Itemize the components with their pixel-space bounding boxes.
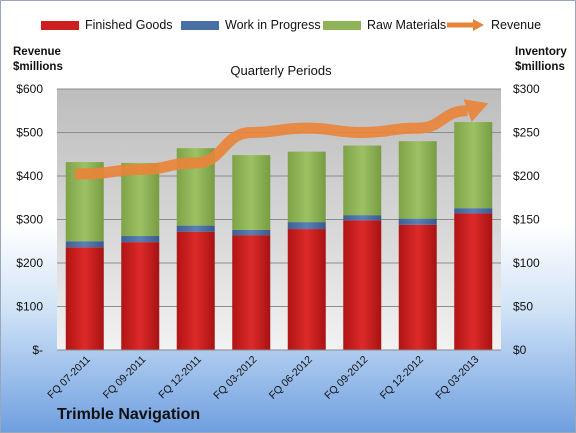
legend-raw-materials: Raw Materials xyxy=(323,15,446,35)
bar-work-in-progress xyxy=(176,225,215,232)
right-axis-title: Inventory $millions xyxy=(515,45,567,75)
bar-work-in-progress xyxy=(287,222,326,230)
left-tick-label: $- xyxy=(32,343,43,357)
category-label: FQ 07-2011 xyxy=(45,354,93,402)
plot-title: Quarterly Periods xyxy=(230,63,332,78)
revenue-arrowhead xyxy=(463,99,489,122)
legend-swatch-work-in-progress xyxy=(181,20,219,30)
legend-label-raw-materials: Raw Materials xyxy=(367,18,447,32)
bar-raw-materials xyxy=(398,141,437,219)
right-axis-title-line1: Inventory xyxy=(515,46,567,58)
left-axis-ticks: $- $100 $200 $300 $400 $500 $600 xyxy=(16,82,43,357)
bar-finished-goods xyxy=(398,224,437,350)
bar-finished-goods xyxy=(65,247,104,350)
legend-work-in-progress: Work in Progress xyxy=(181,15,321,35)
legend-finished-goods: Finished Goods xyxy=(41,15,173,35)
category-label: FQ 09-2012 xyxy=(322,354,370,402)
left-tick-label: $400 xyxy=(16,169,43,183)
category-label: FQ 03-2013 xyxy=(433,354,481,402)
left-tick-label: $600 xyxy=(16,82,43,96)
category-labels: FQ 07-2011 FQ 09-2011 FQ 12-2011 FQ 03-2012… xyxy=(45,354,481,402)
legend-revenue: Revenue xyxy=(445,15,541,35)
legend-swatch-finished-goods xyxy=(41,20,79,30)
right-tick-label: $50 xyxy=(513,300,533,314)
category-label: FQ 06-2012 xyxy=(267,354,315,402)
left-tick-label: $500 xyxy=(16,126,43,140)
revenue-line xyxy=(74,105,468,180)
left-axis-title-line2: $millions xyxy=(13,61,63,73)
left-axis-title: Revenue $millions xyxy=(13,45,63,75)
right-tick-label: $250 xyxy=(513,126,540,140)
company-name: Trimble Navigation xyxy=(57,406,201,423)
right-tick-label: $300 xyxy=(513,82,540,96)
left-tick-label: $300 xyxy=(16,213,43,227)
bar-finished-goods xyxy=(454,213,493,350)
category-label: FQ 09-2011 xyxy=(101,354,149,402)
bar-work-in-progress xyxy=(232,229,271,236)
category-label: FQ 03-2012 xyxy=(211,354,259,402)
left-axis-title-line1: Revenue xyxy=(13,46,61,58)
right-axis-title-line2: $millions xyxy=(515,61,565,73)
left-tick-label: $200 xyxy=(16,256,43,270)
bar-raw-materials xyxy=(343,145,382,216)
legend-swatch-raw-materials xyxy=(323,20,361,30)
bar-work-in-progress xyxy=(343,215,382,221)
bar-work-in-progress xyxy=(398,218,437,225)
bar-raw-materials xyxy=(232,155,271,230)
bar-finished-goods xyxy=(176,231,215,350)
bar-work-in-progress xyxy=(121,236,160,243)
right-tick-label: $100 xyxy=(513,256,540,270)
bars xyxy=(65,122,493,350)
left-tick-label: $100 xyxy=(16,300,43,314)
revenue-series xyxy=(74,99,489,180)
bar-finished-goods xyxy=(343,220,382,350)
category-label: FQ 12-2011 xyxy=(156,354,204,402)
category-label: FQ 12-2012 xyxy=(378,354,426,402)
bar-work-in-progress xyxy=(65,241,104,248)
bar-finished-goods xyxy=(287,229,326,350)
right-tick-label: $0 xyxy=(513,343,527,357)
bar-finished-goods xyxy=(232,235,271,350)
right-tick-label: $200 xyxy=(513,169,540,183)
bar-finished-goods xyxy=(121,242,160,350)
legend-label-work-in-progress: Work in Progress xyxy=(225,18,321,32)
bar-raw-materials xyxy=(287,151,326,223)
bar-raw-materials xyxy=(454,122,493,209)
right-tick-label: $150 xyxy=(513,213,540,227)
legend: Finished Goods Work in Progress Raw Mate… xyxy=(1,15,575,35)
right-axis-ticks: $0 $50 $100 $150 $200 $250 $300 xyxy=(513,82,540,357)
bar-work-in-progress xyxy=(454,208,493,214)
legend-label-revenue: Revenue xyxy=(491,18,542,32)
legend-label-finished-goods: Finished Goods xyxy=(85,18,173,32)
legend-arrow-icon xyxy=(447,19,484,31)
